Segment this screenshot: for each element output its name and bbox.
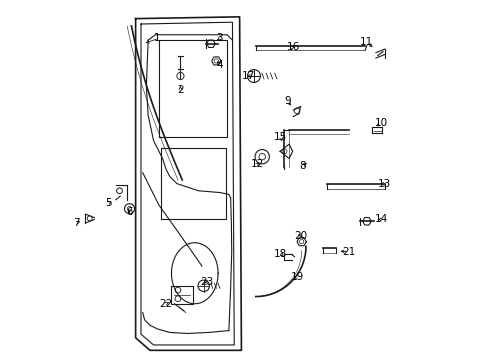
Text: 1: 1 (154, 33, 160, 43)
Text: 3: 3 (217, 33, 223, 43)
Text: 7: 7 (73, 218, 80, 228)
Text: 4: 4 (217, 60, 223, 70)
Text: 12: 12 (251, 159, 264, 169)
Text: 23: 23 (201, 277, 214, 287)
Text: 19: 19 (291, 272, 304, 282)
Text: 8: 8 (299, 161, 306, 171)
Text: 6: 6 (126, 207, 133, 217)
Text: 14: 14 (375, 215, 388, 224)
Text: 15: 15 (274, 132, 288, 142)
Text: 13: 13 (378, 179, 392, 189)
Text: 18: 18 (274, 248, 288, 258)
Text: 2: 2 (177, 85, 184, 95)
Text: 10: 10 (375, 118, 388, 128)
Text: 20: 20 (294, 231, 307, 240)
Text: 16: 16 (287, 42, 300, 52)
Text: 21: 21 (343, 247, 356, 257)
Text: 5: 5 (105, 198, 111, 208)
Text: 11: 11 (360, 37, 373, 47)
Text: 9: 9 (285, 96, 292, 106)
Text: 17: 17 (242, 71, 255, 81)
Text: 22: 22 (159, 299, 173, 309)
